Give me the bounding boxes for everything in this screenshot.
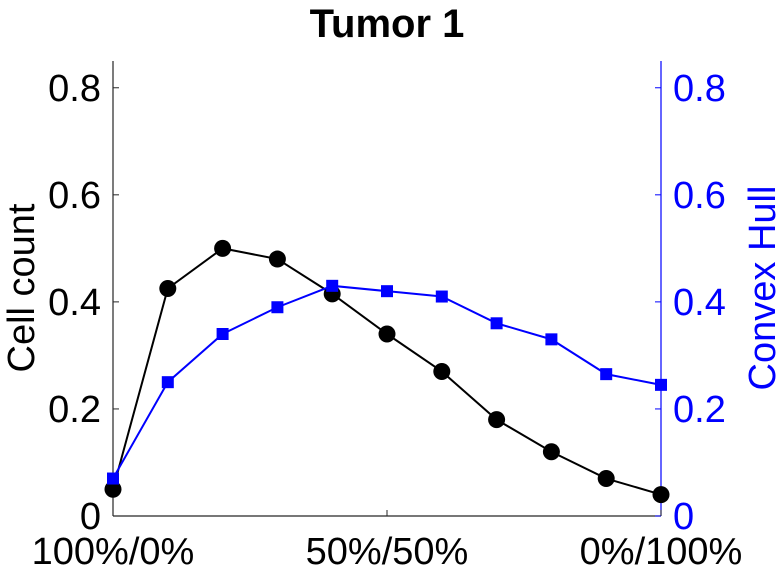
right-axis-label: Convex Hull [742, 186, 779, 391]
data-point [655, 378, 667, 391]
data-point [104, 480, 122, 498]
left-tick-label: 0.2 [48, 389, 101, 431]
series-line [112, 284, 662, 480]
series-1 [104, 239, 670, 504]
x-tick-label: 100%/0% [32, 531, 195, 569]
data-point [161, 376, 174, 389]
data-point [488, 411, 506, 429]
data-point [268, 250, 286, 268]
data-point [597, 470, 615, 488]
data-point [600, 368, 613, 381]
right-tick-label: 0.2 [673, 389, 726, 431]
data-point [542, 443, 560, 461]
data-point [216, 328, 229, 340]
left-tick-label: 0 [80, 496, 101, 538]
right-tick-label: 0 [673, 496, 694, 538]
data-point [159, 280, 177, 297]
left-axis-label: Cell count [1, 203, 43, 372]
data-point [433, 362, 451, 380]
data-point [652, 486, 670, 504]
data-point [214, 239, 232, 257]
data-point [435, 290, 448, 303]
left-tick-label: 0.8 [48, 68, 101, 110]
left-tick-label: 0.6 [48, 175, 101, 217]
data-point [107, 472, 119, 485]
right-tick-label: 0.6 [673, 175, 726, 217]
data-point [378, 325, 396, 343]
data-point [381, 285, 393, 298]
right-tick-label: 0.8 [673, 68, 726, 110]
chart-title: Tumor 1 [310, 2, 465, 46]
data-point [490, 317, 503, 330]
series-layer [104, 239, 670, 504]
series-2 [107, 279, 667, 485]
axes: 0 0.2 0.4 0.6 0.8 0 0.2 0.4 0.6 0.8 100%/0% 50%/50%… [32, 61, 743, 569]
data-point [545, 333, 558, 346]
data-point [326, 279, 339, 292]
x-tick-label: 50%/50% [306, 531, 469, 569]
left-tick-label: 0.4 [48, 282, 101, 324]
right-tick-label: 0.4 [673, 282, 726, 324]
data-point [271, 301, 284, 314]
x-tick-label: 0%/100% [580, 531, 743, 569]
